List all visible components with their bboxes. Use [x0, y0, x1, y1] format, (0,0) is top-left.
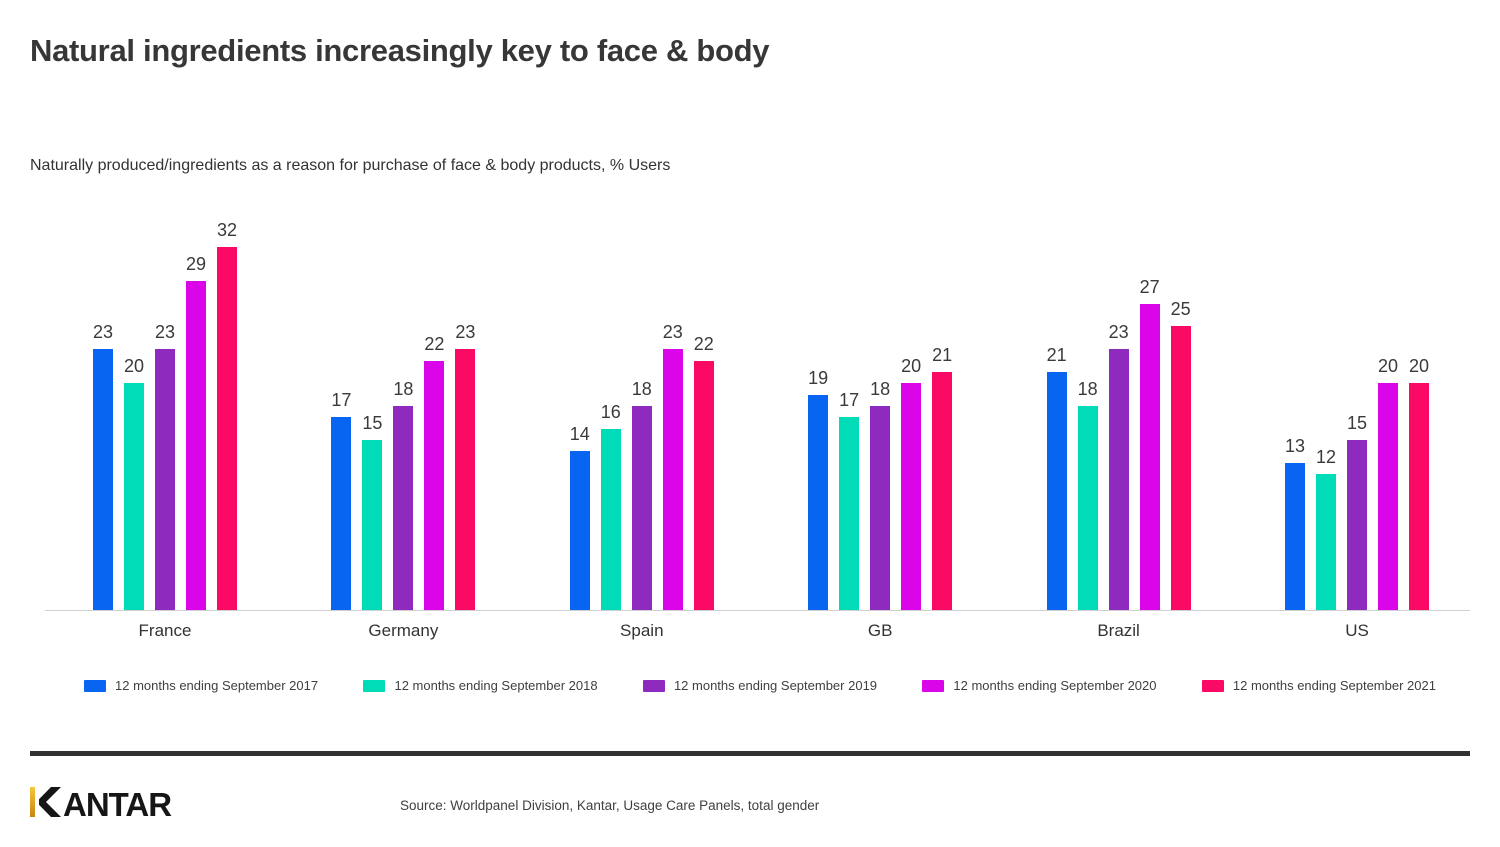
- bar: [186, 281, 206, 610]
- category-label: France: [138, 621, 192, 640]
- bar: [331, 417, 352, 610]
- bar: [1285, 463, 1305, 610]
- legend-label: 12 months ending September 2019: [673, 678, 878, 693]
- legend-item: 12 months ending September 2021: [1201, 678, 1436, 693]
- bar-value-label: 21: [932, 345, 953, 365]
- legend-label: 12 months ending September 2017: [115, 678, 319, 693]
- category-label: GB: [867, 621, 893, 640]
- bar: [1347, 440, 1367, 610]
- legend-label: 12 months ending September 2018: [394, 678, 598, 693]
- logo-k-arms: [39, 787, 61, 817]
- legend-item: 12 months ending September 2019: [642, 678, 878, 693]
- bar-value-label: 16: [600, 402, 621, 422]
- bar-value-label: 22: [424, 334, 445, 354]
- bar: [93, 349, 113, 610]
- bar: [870, 406, 891, 610]
- bar: [1170, 326, 1191, 610]
- bar-value-label: 18: [393, 379, 414, 399]
- bar-value-label: 29: [185, 254, 207, 274]
- bar-value-label: 32: [216, 220, 238, 240]
- bar: [155, 349, 175, 610]
- bar-value-label: 23: [92, 322, 114, 342]
- category-label: Spain: [620, 621, 664, 640]
- bar: [693, 361, 714, 610]
- bar: [424, 361, 445, 610]
- source-text: Source: Worldpanel Division, Kantar, Usa…: [400, 798, 820, 813]
- bar: [217, 247, 237, 610]
- bar-value-label: 20: [901, 356, 922, 376]
- bar-value-label: 18: [1077, 379, 1098, 399]
- bar-value-label: 18: [631, 379, 652, 399]
- bar-value-label: 27: [1139, 277, 1160, 297]
- legend-label: 12 months ending September 2021: [1232, 678, 1436, 693]
- legend-swatch: [1201, 679, 1224, 692]
- logo-gold-bar: [30, 787, 35, 817]
- bar: [932, 372, 953, 610]
- category-label: Brazil: [1097, 621, 1140, 640]
- legend-swatch: [84, 679, 106, 692]
- bar: [1409, 383, 1429, 610]
- legend-swatch: [922, 679, 945, 692]
- bar: [901, 383, 922, 610]
- bar: [1046, 372, 1067, 610]
- bar-value-label: 14: [569, 424, 590, 444]
- bar: [1316, 474, 1336, 610]
- page-title: Natural ingredients increasingly key to …: [30, 33, 770, 68]
- logo-letters: ANTAR: [63, 786, 172, 820]
- bar: [1139, 304, 1160, 610]
- bar-value-label: 19: [808, 368, 829, 388]
- bar-value-label: 20: [123, 356, 145, 376]
- legend-item: 12 months ending September 2018: [363, 678, 598, 693]
- legend-item: 12 months ending September 2017: [84, 678, 318, 693]
- bar-value-label: 23: [154, 322, 176, 342]
- category-label: US: [1345, 621, 1369, 640]
- footer-divider: [30, 751, 1470, 756]
- bar: [662, 349, 683, 610]
- legend-swatch: [363, 679, 386, 692]
- bar-value-label: 21: [1046, 345, 1067, 365]
- bar-value-label: 20: [1408, 356, 1430, 376]
- bar-value-label: 17: [839, 390, 860, 410]
- bar: [1108, 349, 1129, 610]
- bar-value-label: 22: [693, 334, 714, 354]
- bar: [124, 383, 144, 610]
- bar: [393, 406, 414, 610]
- bar-value-label: 12: [1315, 447, 1337, 467]
- bar: [362, 440, 383, 610]
- bar-value-label: 17: [331, 390, 352, 410]
- bar: [569, 451, 590, 610]
- bar-value-label: 15: [1346, 413, 1368, 433]
- bar-value-label: 13: [1284, 436, 1306, 456]
- bar-value-label: 18: [870, 379, 891, 399]
- bar: [1378, 383, 1398, 610]
- bar-value-label: 15: [362, 413, 383, 433]
- category-label: Germany: [368, 621, 439, 640]
- bar-value-label: 23: [662, 322, 683, 342]
- legend-swatch: [642, 679, 665, 692]
- bar: [631, 406, 652, 610]
- bar-value-label: 23: [1108, 322, 1129, 342]
- bar-value-label: 20: [1377, 356, 1399, 376]
- kantar-logo-graphic: ANTAR: [30, 786, 173, 823]
- kantar-logo: ANTAR: [30, 784, 190, 823]
- chart-subtitle: Naturally produced/ingredients as a reas…: [30, 157, 671, 174]
- bar-value-label: 25: [1170, 299, 1191, 319]
- bar: [1077, 406, 1098, 610]
- bar: [808, 395, 829, 610]
- x-axis-line: [45, 610, 1470, 611]
- bar: [600, 429, 621, 610]
- bar: [839, 417, 860, 610]
- chart-legend: 12 months ending September 2017 12 months…: [84, 678, 1436, 693]
- bar-value-label: 23: [455, 322, 476, 342]
- bar: [455, 349, 476, 610]
- legend-item: 12 months ending September 2020: [922, 678, 1157, 693]
- legend-label: 12 months ending September 2020: [953, 678, 1157, 693]
